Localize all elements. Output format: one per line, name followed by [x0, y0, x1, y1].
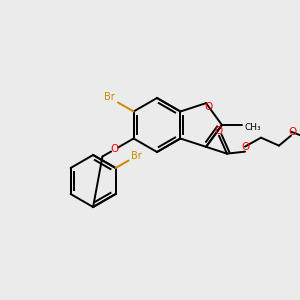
Text: CH₃: CH₃ [245, 122, 262, 131]
Text: Br: Br [131, 151, 142, 161]
Text: O: O [289, 127, 297, 136]
Text: O: O [215, 126, 223, 136]
Text: O: O [242, 142, 250, 152]
Text: Br: Br [104, 92, 115, 103]
Text: O: O [110, 145, 119, 154]
Text: O: O [204, 102, 212, 112]
